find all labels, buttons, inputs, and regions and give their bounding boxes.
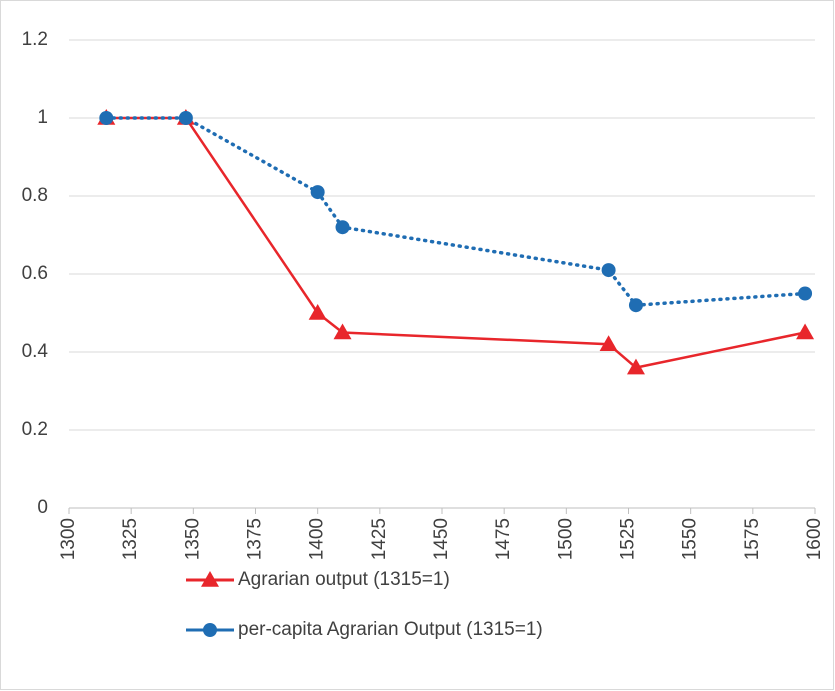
marker: [628, 298, 643, 313]
y-tick-label: 0.2: [22, 419, 48, 440]
x-tick-label: 1325: [120, 518, 141, 560]
x-tick-label: 1300: [58, 518, 79, 560]
y-tick-label: 0.6: [22, 263, 48, 284]
marker: [310, 185, 325, 200]
marker: [99, 111, 114, 125]
y-tick-label: 0.8: [22, 185, 48, 206]
x-tick-label: 1525: [618, 518, 639, 560]
legend-marker: [201, 571, 219, 587]
marker: [796, 323, 815, 340]
x-tick-label: 1550: [680, 518, 701, 560]
marker: [626, 358, 645, 375]
x-tick-label: 1400: [307, 518, 328, 560]
legend-marker: [203, 623, 217, 637]
x-tick-label: 1475: [493, 518, 514, 560]
x-tick-label: 1600: [804, 518, 825, 560]
x-tick-label: 1575: [742, 518, 763, 560]
marker: [599, 335, 618, 351]
marker: [335, 220, 350, 235]
y-tick-label: 0: [37, 497, 48, 518]
x-tick-label: 1350: [182, 518, 203, 560]
marker: [178, 111, 193, 125]
x-tick-label: 1375: [245, 518, 266, 560]
x-tick-label: 1450: [431, 518, 452, 560]
y-tick-label: 0.4: [22, 341, 49, 362]
x-tick-label: 1500: [555, 518, 576, 560]
legend-label: Agrarian output (1315=1): [238, 569, 450, 590]
marker: [333, 323, 352, 340]
legend-label: per-capita Agrarian Output (1315=1): [238, 619, 543, 640]
y-tick-label: 1.2: [22, 29, 48, 50]
marker: [308, 304, 327, 320]
x-tick-label: 1425: [369, 518, 390, 560]
y-tick-label: 1: [37, 107, 48, 128]
marker: [798, 286, 813, 301]
marker: [601, 263, 616, 278]
